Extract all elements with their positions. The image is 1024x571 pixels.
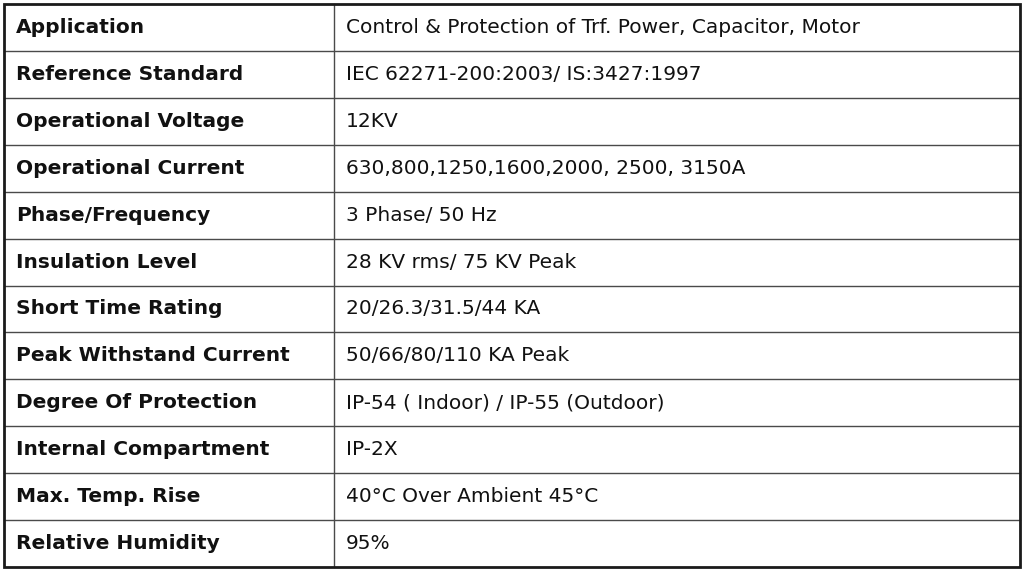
Text: 20/26.3/31.5/44 KA: 20/26.3/31.5/44 KA: [346, 299, 541, 319]
Text: 50/66/80/110 KA Peak: 50/66/80/110 KA Peak: [346, 347, 569, 365]
Text: Relative Humidity: Relative Humidity: [16, 534, 220, 553]
Text: Operational Voltage: Operational Voltage: [16, 112, 245, 131]
Text: Short Time Rating: Short Time Rating: [16, 299, 222, 319]
Text: IP-54 ( Indoor) / IP-55 (Outdoor): IP-54 ( Indoor) / IP-55 (Outdoor): [346, 393, 665, 412]
Text: IP-2X: IP-2X: [346, 440, 397, 459]
Text: Application: Application: [16, 18, 145, 37]
Text: Insulation Level: Insulation Level: [16, 252, 198, 272]
Text: 12KV: 12KV: [346, 112, 398, 131]
Text: 95%: 95%: [346, 534, 390, 553]
Text: Internal Compartment: Internal Compartment: [16, 440, 269, 459]
Text: Degree Of Protection: Degree Of Protection: [16, 393, 257, 412]
Text: Reference Standard: Reference Standard: [16, 65, 244, 84]
Text: Peak Withstand Current: Peak Withstand Current: [16, 347, 290, 365]
Text: Control & Protection of Trf. Power, Capacitor, Motor: Control & Protection of Trf. Power, Capa…: [346, 18, 860, 37]
Text: Phase/Frequency: Phase/Frequency: [16, 206, 210, 224]
Text: 28 KV rms/ 75 KV Peak: 28 KV rms/ 75 KV Peak: [346, 252, 577, 272]
Text: IEC 62271-200:2003/ IS:3427:1997: IEC 62271-200:2003/ IS:3427:1997: [346, 65, 701, 84]
Text: 3 Phase/ 50 Hz: 3 Phase/ 50 Hz: [346, 206, 497, 224]
Text: 40°C Over Ambient 45°C: 40°C Over Ambient 45°C: [346, 487, 598, 506]
Text: 630,800,1250,1600,2000, 2500, 3150A: 630,800,1250,1600,2000, 2500, 3150A: [346, 159, 745, 178]
Text: Max. Temp. Rise: Max. Temp. Rise: [16, 487, 201, 506]
Text: Operational Current: Operational Current: [16, 159, 245, 178]
